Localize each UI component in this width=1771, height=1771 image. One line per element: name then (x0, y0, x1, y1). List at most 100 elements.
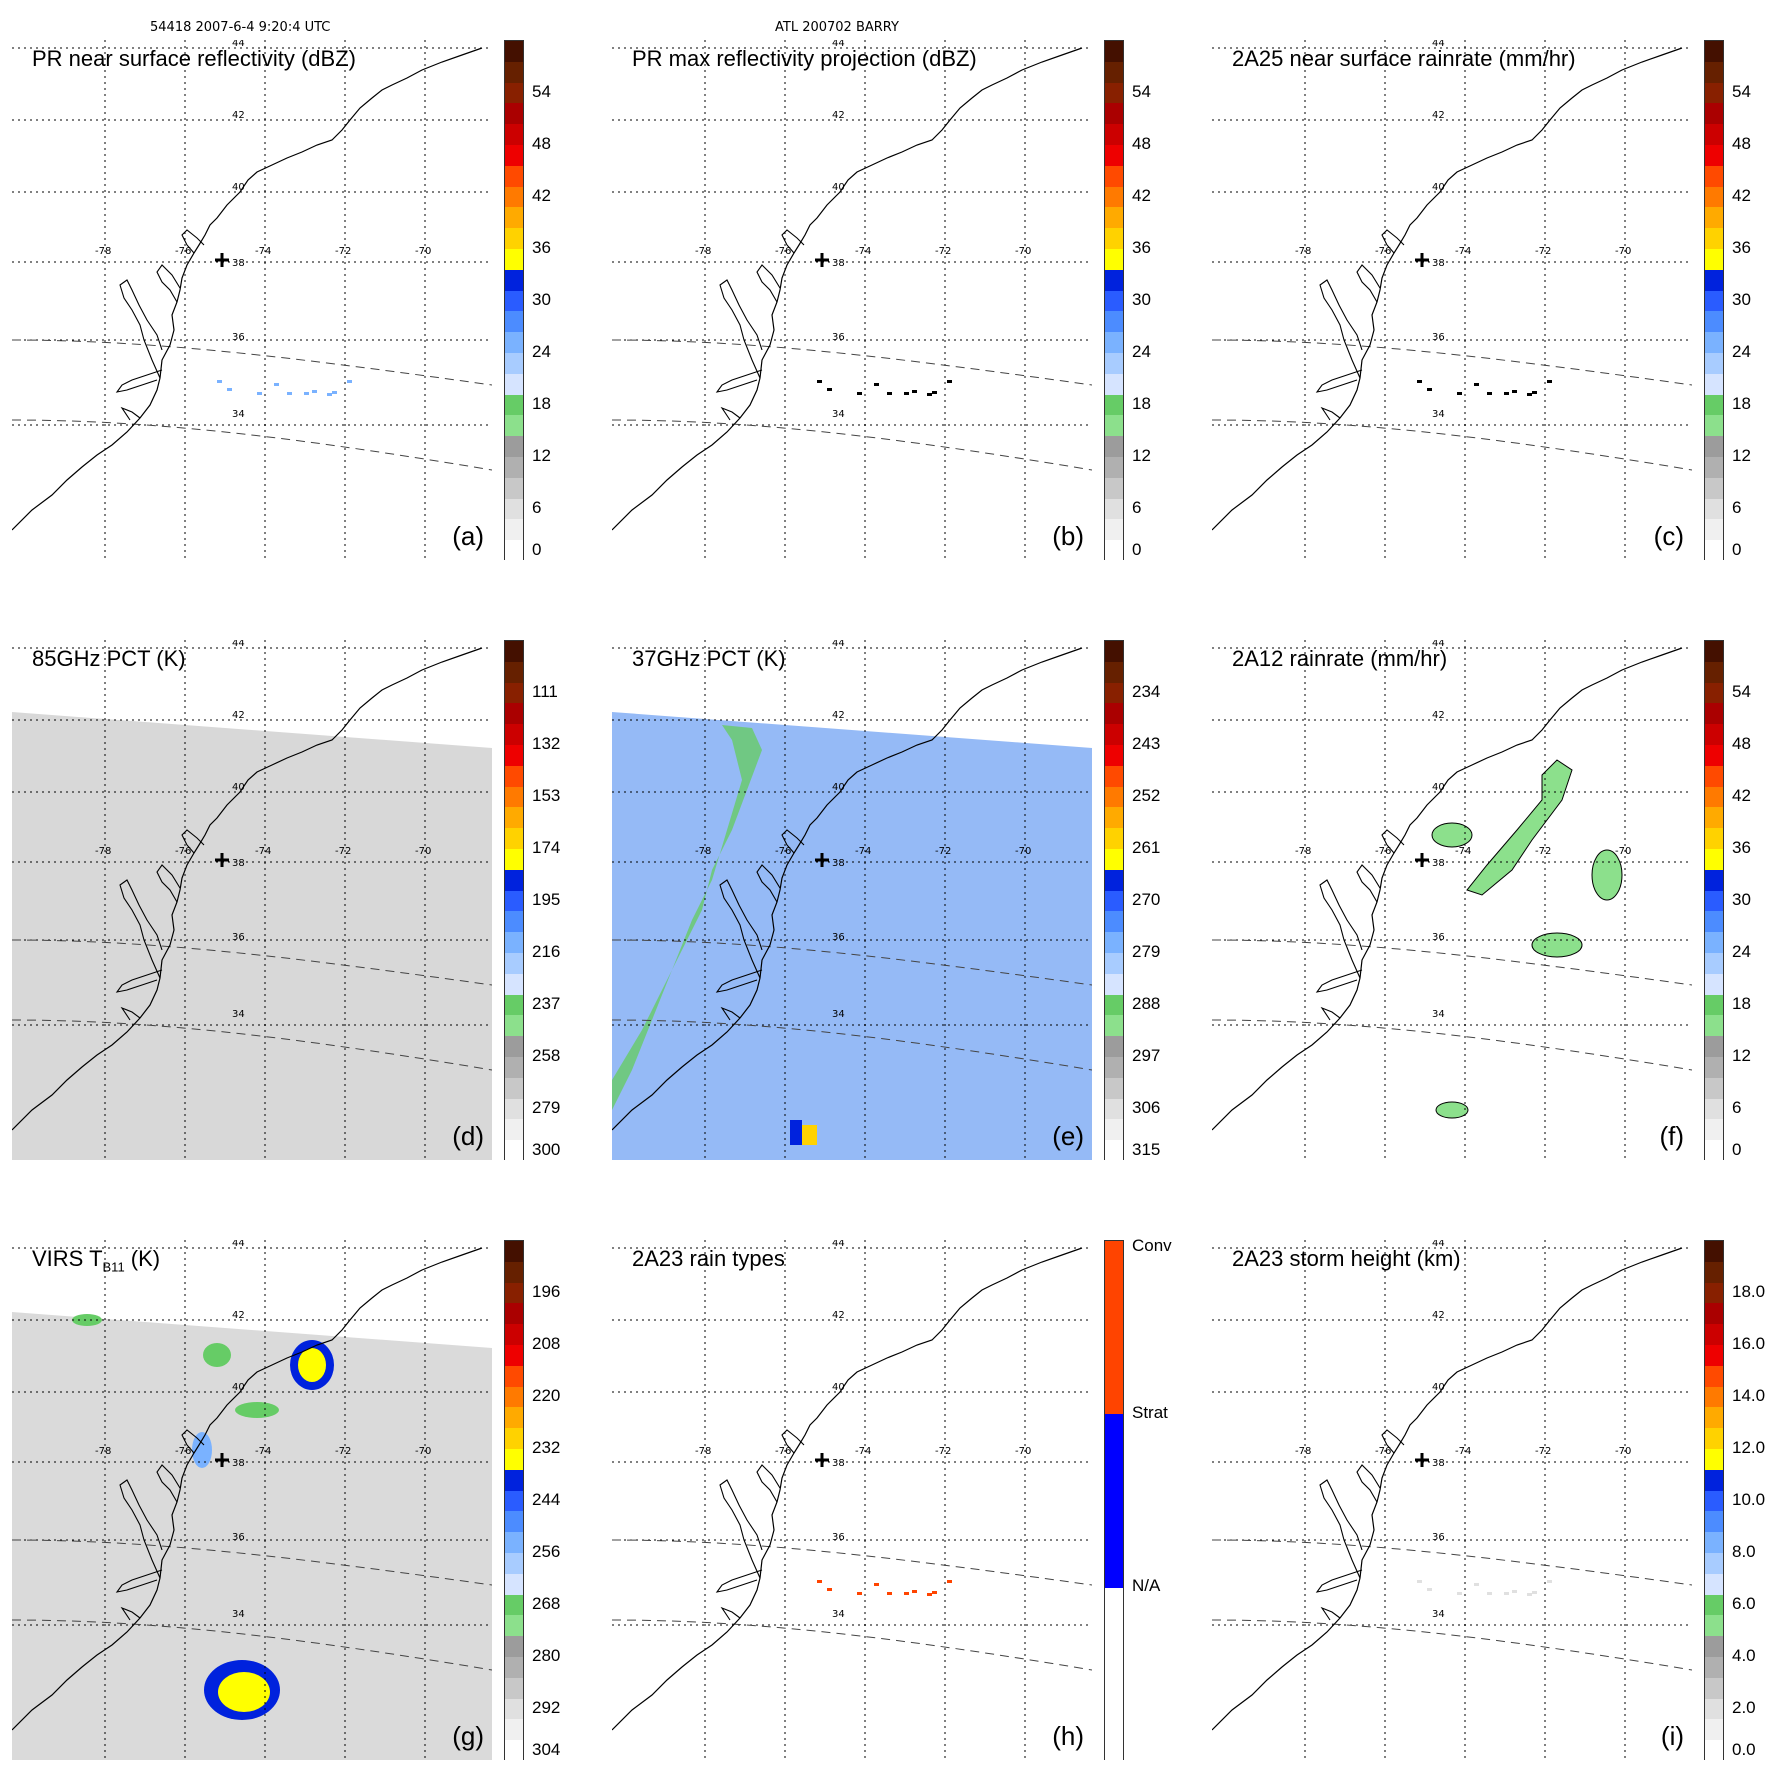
colorbar-segment (1705, 1077, 1723, 1100)
colorbar-segment (1105, 1241, 1123, 1416)
precip-pixel (947, 1580, 952, 1583)
colorbar-segment (505, 61, 523, 84)
precip-pixel (1547, 1580, 1552, 1583)
lat-label: 34 (1432, 1009, 1445, 1020)
colorbar-segment (1705, 1449, 1723, 1471)
lat-label: 38 (232, 1458, 245, 1469)
lat-label: 40 (1432, 782, 1445, 793)
colorbar-segment (505, 745, 523, 767)
lon-label: -76 (175, 246, 191, 257)
lat-label: 34 (1432, 1609, 1445, 1620)
colorbar-segment (1105, 41, 1123, 63)
lat-label: 44 (232, 40, 245, 49)
panel-title: PR near surface reflectivity (dBZ) (32, 46, 356, 72)
coastline (1212, 47, 1683, 531)
precip-pixel (227, 388, 232, 391)
lon-label: -78 (95, 246, 111, 257)
colorbar-segment (1105, 498, 1123, 521)
colorbar (1104, 640, 1124, 1162)
colorbar-segment (1105, 145, 1123, 167)
colorbar-segment (505, 1490, 523, 1513)
colorbar-segment (505, 786, 523, 809)
colorbar-tick-label: 54 (1132, 82, 1151, 101)
coastline (12, 47, 483, 531)
colorbar-segment (1705, 807, 1723, 830)
colorbar-tick-label: 6 (1732, 1098, 1742, 1117)
lat-label: 38 (1432, 858, 1445, 869)
lat-label: 40 (232, 182, 245, 193)
colorbar-segment (1705, 1015, 1723, 1038)
colorbar-segment (505, 353, 523, 375)
plus-icon (1415, 253, 1429, 267)
lat-label: 38 (232, 258, 245, 269)
pamlico-sound (115, 969, 163, 1021)
lat-label: 38 (1432, 258, 1445, 269)
chesapeake-bay (1319, 279, 1363, 379)
colorbar-segment (505, 82, 523, 105)
colorbar-segment (1705, 1407, 1723, 1430)
panel-letter: (g) (452, 1721, 484, 1751)
colorbar-segment (1705, 890, 1723, 913)
colorbar-segment (505, 1698, 523, 1721)
colorbar-segment (505, 911, 523, 934)
colorbar (504, 40, 524, 562)
colorbar-tick-label: 4.0 (1732, 1646, 1756, 1665)
colorbar-segment (1705, 1573, 1723, 1596)
colorbar-segment (1105, 519, 1123, 542)
colorbar-tick-label: 306 (1132, 1098, 1161, 1117)
panel-letter: (a) (452, 521, 484, 551)
colorbar-tick-label: 8.0 (1732, 1542, 1756, 1561)
colorbar-tick-label: 6.0 (1732, 1594, 1756, 1613)
colorbar-segment (1105, 103, 1123, 126)
lat-label: 38 (232, 858, 245, 869)
colorbar-segment (505, 1615, 523, 1638)
swath-edge (12, 339, 492, 386)
colorbar-tick-label: 232 (532, 1438, 561, 1457)
panel-title-text: PR near surface reflectivity (dBZ) (32, 46, 356, 71)
colorbar-segment (1705, 745, 1723, 767)
colorbar-tick-label: 30 (1732, 890, 1751, 909)
colorbar-tick-label: 54 (532, 82, 551, 101)
colorbar-tick-label: 279 (1132, 942, 1161, 961)
colorbar-segment (505, 249, 523, 271)
colorbar-tick-label: 0 (1732, 1140, 1742, 1159)
swath-edge (12, 939, 492, 986)
colorbar-segment (1705, 41, 1723, 63)
colorbar-segment (1105, 477, 1123, 500)
pamlico-sound (115, 1569, 163, 1621)
colorbar-segment (505, 1594, 523, 1617)
swath-edge (612, 939, 1092, 986)
colorbar-tick-label: Conv (1132, 1236, 1172, 1255)
lon-label: -74 (1455, 1446, 1471, 1457)
pamlico-sound (1315, 369, 1363, 421)
lon-label: -72 (1535, 846, 1551, 857)
colorbar-segment (505, 1719, 523, 1742)
delaware-bay (156, 229, 205, 303)
precip-pixel (1457, 1592, 1462, 1595)
panel-e: -78-76-74-72-70-6844424038363437GHz PCT … (612, 640, 1160, 1162)
coastline (612, 647, 1083, 1131)
colorbar-segment (1105, 394, 1123, 417)
colorbar-segment (1105, 165, 1123, 188)
colorbar-segment (505, 1636, 523, 1658)
colorbar-tick-label: 36 (532, 238, 551, 257)
colorbar-segment (1105, 353, 1123, 375)
map-plot-a: -78-76-74-72-70-68444240383634PR near su… (12, 40, 492, 560)
colorbar-segment (1705, 186, 1723, 209)
lat-label: 42 (832, 710, 845, 721)
colorbar-segment (1105, 911, 1123, 934)
colorbar-tick-label: 18 (532, 394, 551, 413)
colorbar-segment (1705, 953, 1723, 975)
panel-c: -78-76-74-72-70-684442403836342A25 near … (1212, 40, 1751, 562)
colorbar-segment (505, 703, 523, 726)
orbit-time-header: 54418 2007-6-4 9:20:4 UTC (150, 20, 331, 35)
swath-area (12, 1312, 492, 1760)
colorbar-segment (505, 1077, 523, 1100)
colorbar-segment (505, 207, 523, 230)
colorbar-tick-label: 12 (532, 446, 551, 465)
colorbar-segment (1705, 1657, 1723, 1679)
colorbar-segment (1105, 249, 1123, 271)
panel-letter: (d) (452, 1121, 484, 1151)
lat-label: 36 (832, 932, 845, 943)
colorbar-segment (1705, 61, 1723, 84)
